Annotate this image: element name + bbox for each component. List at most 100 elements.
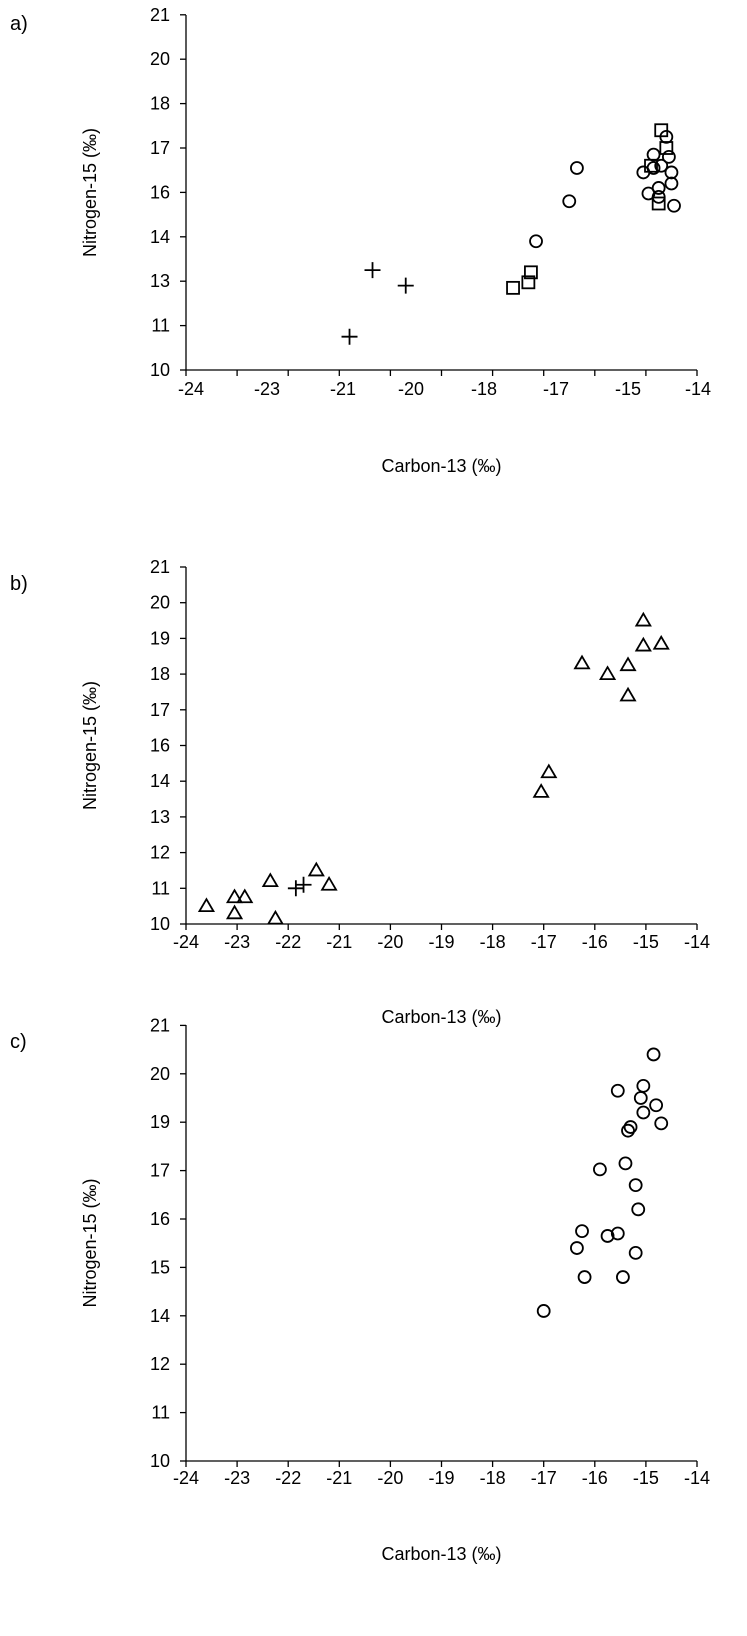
x-tick-label: -16 [582,1468,608,1488]
x-tick-label: -20 [377,1468,403,1488]
circle-point-11 [562,194,577,209]
circle-point-22 [664,165,679,180]
circle-point-2 [575,1224,589,1238]
triangle-point-0 [197,897,216,913]
plus-point-0 [341,328,358,345]
square-point-5 [524,265,538,280]
circle-point-16 [646,161,661,175]
circle-point-18 [651,189,666,204]
y-tick-label: 13 [150,807,170,827]
triangle-point-6 [307,861,325,877]
y-axis-title: Nitrogen-15 (‰) [80,681,100,810]
x-axis-title: Carbon-13 (‰) [381,1544,501,1564]
y-tick-label: 19 [150,1112,170,1132]
x-tick-label: -15 [633,1468,659,1488]
triangle-point-16 [619,686,637,702]
triangle-point-4 [261,872,279,888]
x-tick-label: -14 [684,1468,710,1488]
circle-point-17 [636,1105,651,1120]
x-tick-label: -21 [330,379,356,399]
y-tick-label: 19 [150,628,170,648]
circle-point-20 [654,1116,669,1131]
x-tick-label: -18 [471,379,497,399]
triangle-point-3 [225,904,244,920]
x-tick-label: -22 [275,932,301,952]
circle-point-15 [633,1091,648,1105]
y-tick-label: 11 [151,316,170,336]
y-tick-label: 20 [150,49,170,69]
y-tick-label: 16 [150,736,170,756]
x-tick-label: -20 [377,932,403,952]
x-tick-label: -18 [480,1468,506,1488]
y-tick-label: 12 [150,843,170,863]
triangle-point-8 [532,783,550,798]
circle-point-3 [577,1270,592,1284]
y-tick-label: 20 [150,593,170,613]
x-tick-label: -23 [224,1468,250,1488]
y-tick-label: 10 [150,914,170,934]
y-tick-label: 21 [150,1015,170,1035]
y-tick-label: 11 [151,878,170,898]
circle-point-0 [536,1304,551,1318]
circle-point-15 [646,147,661,162]
circle-point-12 [628,1178,643,1193]
circle-point-24 [667,198,681,213]
x-tick-label: -18 [480,932,506,952]
x-tick-label: -24 [173,932,199,952]
x-tick-label: -17 [531,932,557,952]
circle-point-11 [623,1120,638,1134]
y-tick-label: 17 [150,138,170,158]
x-tick-label: -17 [543,379,569,399]
y-tick-label: 14 [150,1306,170,1326]
y-tick-label: 10 [150,1451,170,1471]
y-tick-label: 18 [150,94,170,114]
x-tick-label: -14 [684,932,710,952]
triangle-point-11 [599,665,617,680]
circle-point-4 [593,1162,607,1177]
circle-point-13 [628,1245,643,1260]
y-tick-label: 10 [150,360,170,380]
triangle-point-12 [619,656,637,672]
panel-label: c) [10,1031,27,1053]
scatter-panel-b: b) 10 11 12 13 14 16 17 18 19 20 21 -24 -23 -22 -21 -20 -… [10,557,710,1027]
square-point-3 [506,280,520,295]
triangle-point-10 [573,654,591,670]
x-tick-label: -23 [224,932,250,952]
x-tick-label: -20 [398,379,424,399]
triangle-point-2 [236,888,254,904]
circle-point-18 [646,1047,661,1062]
triangle-point-14 [634,636,652,652]
x-tick-label: -14 [685,379,711,399]
circle-point-9 [618,1156,633,1171]
y-tick-label: 16 [150,1209,170,1229]
x-tick-label: -24 [173,1468,199,1488]
y-axis-title: Nitrogen-15 (‰) [80,1178,100,1307]
y-tick-label: 13 [150,271,170,291]
x-tick-label: -23 [254,379,280,399]
circle-point-10 [621,1123,635,1138]
circle-point-21 [661,149,676,164]
circle-point-10 [529,234,543,249]
y-tick-label: 14 [150,771,170,791]
y-tick-label: 14 [150,227,170,247]
triangle-point-13 [634,611,652,627]
circle-point-1 [570,1241,584,1255]
x-axis-title: Carbon-13 (‰) [381,1007,501,1027]
square-point-7 [651,196,666,211]
y-tick-label: 21 [150,557,170,577]
panel-label: b) [10,573,28,595]
y-axis-title: Nitrogen-15 (‰) [80,128,100,257]
x-tick-label: -21 [326,932,352,952]
y-tick-label: 17 [150,1161,170,1181]
y-tick-label: 20 [150,1064,170,1084]
x-tick-label: -22 [275,1468,301,1488]
plus-point-17 [287,880,304,897]
y-tick-label: 12 [150,1354,170,1374]
triangle-point-15 [652,634,670,650]
triangle-point-7 [320,875,338,891]
circle-point-5 [600,1229,615,1243]
x-tick-label: -15 [615,379,641,399]
circle-point-20 [659,129,674,144]
y-tick-label: 11 [151,1403,170,1423]
